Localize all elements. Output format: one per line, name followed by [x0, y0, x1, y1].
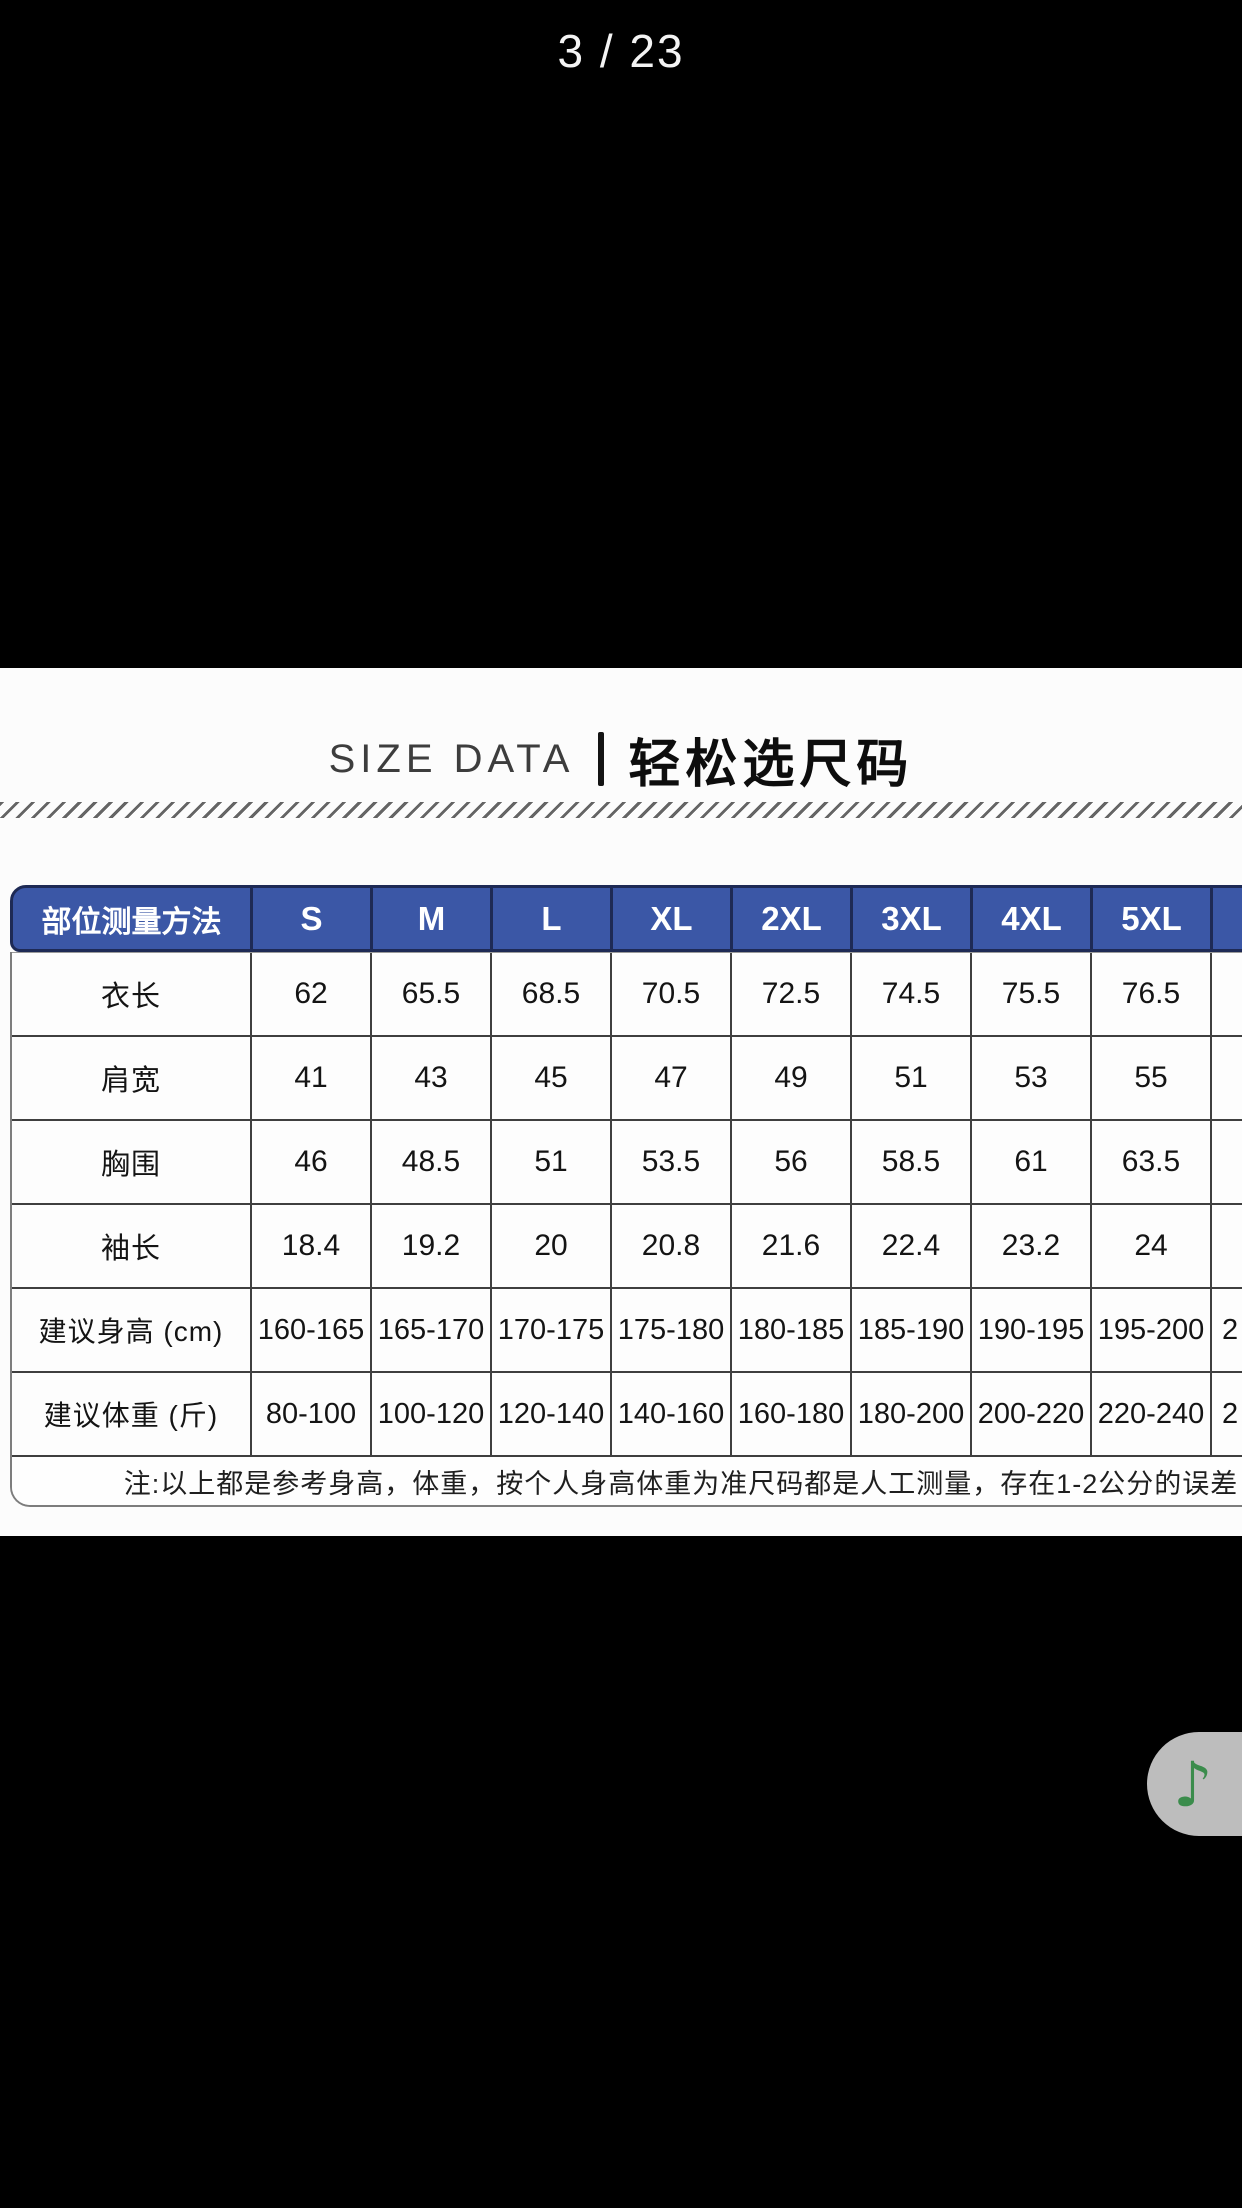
- table-cell: 170-175: [492, 1289, 612, 1371]
- header-cell-size: 4XL: [973, 888, 1093, 949]
- size-table-body: 衣长 62 65.5 68.5 70.5 72.5 74.5 75.5 76.5…: [10, 952, 1242, 1507]
- row-label: 袖长: [12, 1205, 252, 1287]
- section-title: SIZE DATA 轻松选尺码: [0, 720, 1242, 798]
- table-row-suggested-height: 建议身高 (cm) 160-165 165-170 170-175 175-18…: [12, 1289, 1242, 1373]
- table-cell: 58.5: [852, 1121, 972, 1203]
- table-cell: 55: [1092, 1037, 1212, 1119]
- table-cell: 19.2: [372, 1205, 492, 1287]
- row-label: 肩宽: [12, 1037, 252, 1119]
- title-divider: [598, 732, 605, 786]
- header-cell-size: M: [373, 888, 493, 949]
- table-cell: 190-195: [972, 1289, 1092, 1371]
- table-cell: 63.5: [1092, 1121, 1212, 1203]
- music-button[interactable]: ♪: [1147, 1732, 1242, 1836]
- table-cell: 65.5: [372, 953, 492, 1035]
- table-cell-partial: 2: [1222, 1397, 1239, 1430]
- table-cell: 120-140: [492, 1373, 612, 1455]
- table-row-shoulder-width: 肩宽 41 43 45 47 49 51 53 55: [12, 1037, 1242, 1121]
- row-label: 建议身高 (cm): [12, 1289, 252, 1371]
- header-cell-size-partial: [1213, 888, 1242, 949]
- table-cell: 53: [972, 1037, 1092, 1119]
- table-cell: 47: [612, 1037, 732, 1119]
- header-cell-size: S: [253, 888, 373, 949]
- table-cell: 76.5: [1092, 953, 1212, 1035]
- row-label: 建议体重 (斤): [12, 1373, 252, 1455]
- table-cell: 22.4: [852, 1205, 972, 1287]
- header-cell-measure-method: 部位测量方法: [13, 888, 253, 949]
- size-table: 部位测量方法 S M L XL 2XL 3XL 4XL 5XL 衣长 62 65…: [10, 885, 1242, 1507]
- table-cell: 175-180: [612, 1289, 732, 1371]
- table-cell: 43: [372, 1037, 492, 1119]
- table-cell: 165-170: [372, 1289, 492, 1371]
- table-cell: 62: [252, 953, 372, 1035]
- header-cell-size: 5XL: [1093, 888, 1213, 949]
- table-cell: 41: [252, 1037, 372, 1119]
- table-cell: 68.5: [492, 953, 612, 1035]
- table-cell: 75.5: [972, 953, 1092, 1035]
- table-cell: 53.5: [612, 1121, 732, 1203]
- table-cell: 180-185: [732, 1289, 852, 1371]
- section-title-en: SIZE DATA: [328, 736, 575, 781]
- table-cell: 61: [972, 1121, 1092, 1203]
- table-row-suggested-weight: 建议体重 (斤) 80-100 100-120 120-140 140-160 …: [12, 1373, 1242, 1457]
- table-cell: 24: [1092, 1205, 1212, 1287]
- table-cell: 23.2: [972, 1205, 1092, 1287]
- table-cell: 49: [732, 1037, 852, 1119]
- table-row-sleeve-length: 袖长 18.4 19.2 20 20.8 21.6 22.4 23.2 24: [12, 1205, 1242, 1289]
- header-cell-size: 3XL: [853, 888, 973, 949]
- table-cell: 74.5: [852, 953, 972, 1035]
- hatched-divider: [0, 802, 1242, 818]
- carousel-page-indicator: 3 / 23: [557, 25, 685, 77]
- table-cell-partial: [1212, 1037, 1242, 1119]
- table-cell: 20.8: [612, 1205, 732, 1287]
- table-cell-partial: [1212, 953, 1242, 1035]
- table-cell: 51: [492, 1121, 612, 1203]
- size-table-header-row: 部位测量方法 S M L XL 2XL 3XL 4XL 5XL: [10, 885, 1242, 952]
- table-cell: 51: [852, 1037, 972, 1119]
- row-label: 胸围: [12, 1121, 252, 1203]
- table-cell: 46: [252, 1121, 372, 1203]
- table-cell: 220-240: [1092, 1373, 1212, 1455]
- table-cell-partial: 2: [1222, 1313, 1239, 1346]
- header-cell-size: 2XL: [733, 888, 853, 949]
- table-cell: 80-100: [252, 1373, 372, 1455]
- table-row-garment-length: 衣长 62 65.5 68.5 70.5 72.5 74.5 75.5 76.5: [12, 952, 1242, 1037]
- row-label: 衣长: [12, 953, 252, 1035]
- table-cell: 48.5: [372, 1121, 492, 1203]
- table-cell-partial: [1212, 1205, 1242, 1287]
- table-cell: 160-165: [252, 1289, 372, 1371]
- table-cell: 18.4: [252, 1205, 372, 1287]
- header-cell-size: XL: [613, 888, 733, 949]
- table-cell: 21.6: [732, 1205, 852, 1287]
- header-cell-size: L: [493, 888, 613, 949]
- table-row-chest: 胸围 46 48.5 51 53.5 56 58.5 61 63.5: [12, 1121, 1242, 1205]
- table-cell: 185-190: [852, 1289, 972, 1371]
- table-cell: 70.5: [612, 953, 732, 1035]
- table-cell: 180-200: [852, 1373, 972, 1455]
- music-note-icon: ♪: [1173, 1747, 1213, 1821]
- table-cell: 100-120: [372, 1373, 492, 1455]
- table-cell: 160-180: [732, 1373, 852, 1455]
- size-table-note: 注:以上都是参考身高，体重，按个人身高体重为准尺码都是人工测量，存在1-2公分的…: [12, 1457, 1242, 1505]
- section-title-zh: 轻松选尺码: [628, 735, 914, 794]
- table-cell: 20: [492, 1205, 612, 1287]
- table-cell: 72.5: [732, 953, 852, 1035]
- size-chart-image: SIZE DATA 轻松选尺码 部位测量方法 S M L XL 2XL 3XL …: [0, 668, 1242, 1536]
- table-cell-partial: [1212, 1121, 1242, 1203]
- table-cell: 140-160: [612, 1373, 732, 1455]
- table-cell: 45: [492, 1037, 612, 1119]
- table-cell: 195-200: [1092, 1289, 1212, 1371]
- table-cell: 200-220: [972, 1373, 1092, 1455]
- table-cell: 56: [732, 1121, 852, 1203]
